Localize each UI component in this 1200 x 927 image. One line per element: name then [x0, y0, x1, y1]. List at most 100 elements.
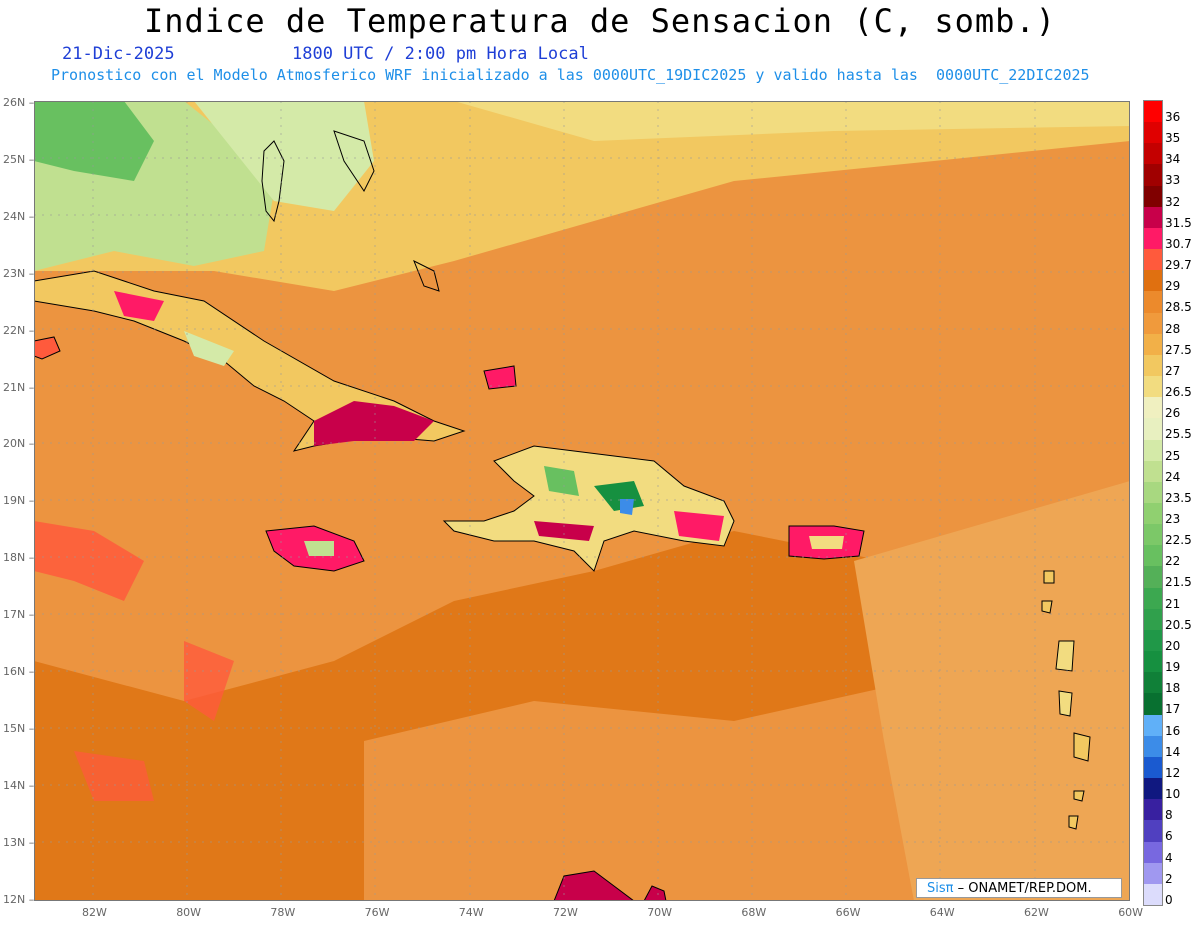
legend-label: 21 — [1165, 596, 1181, 611]
legend-swatch — [1144, 481, 1162, 504]
bahamas-andros — [261, 140, 285, 223]
legend-swatch — [1144, 397, 1162, 419]
legend-label: 25.5 — [1165, 427, 1192, 442]
bahamas-eleuthera — [333, 130, 375, 192]
bahamas-inagua — [413, 259, 440, 292]
legend-swatch — [1144, 587, 1162, 610]
legend-swatch — [1144, 883, 1162, 906]
legend-swatch — [1144, 629, 1162, 652]
legend-label: 31.5 — [1165, 215, 1192, 230]
latitude-label: 23N – — [3, 266, 35, 280]
legend-label: 22.5 — [1165, 533, 1192, 548]
hot-streak-central — [184, 641, 234, 721]
forecast-date: 21-Dic-2025 — [62, 44, 175, 64]
legend-swatch — [1144, 566, 1162, 589]
latitude-label: 22N – — [3, 323, 35, 337]
legend-swatch — [1144, 333, 1162, 356]
longitude-label: 64W — [929, 906, 955, 919]
legend-label: 2 — [1165, 871, 1173, 886]
legend-swatch — [1144, 164, 1162, 187]
cuba-cool-patch — [184, 331, 234, 366]
latitude-label: 19N – — [3, 494, 35, 508]
legend-swatch — [1144, 185, 1162, 208]
legend-swatch — [1144, 799, 1162, 821]
map-frame — [34, 101, 1130, 901]
map-area — [34, 101, 1130, 901]
paraguana-peninsula — [643, 885, 667, 901]
legend-swatch — [1144, 841, 1162, 864]
legend-label: 34 — [1165, 152, 1181, 167]
legend-swatch — [1144, 460, 1162, 483]
legend-label: 21.5 — [1165, 575, 1192, 590]
legend-swatch — [1144, 756, 1162, 779]
legend-swatch — [1144, 143, 1162, 165]
legend-label: 23 — [1165, 512, 1181, 526]
longitude-label: 70W — [647, 906, 673, 919]
credit-box: Sisπ – ONAMET/REP.DOM. — [916, 878, 1122, 898]
longitude-label: 62W — [1024, 906, 1049, 919]
cuba-hot-west — [114, 291, 164, 321]
legend-label: 20 — [1165, 638, 1181, 653]
latitude-label: 24N – — [3, 209, 35, 223]
model-info: Pronostico con el Modelo Atmosferico WRF… — [51, 66, 1090, 84]
legend-label: 29 — [1165, 279, 1181, 294]
legend-label: 6 — [1165, 829, 1173, 844]
legend-label: 20.5 — [1165, 617, 1192, 632]
hispaniola-cold-spot — [620, 499, 634, 515]
legend-swatch — [1144, 206, 1162, 229]
legend-label: 27.5 — [1165, 342, 1192, 357]
hot-streak-south — [74, 751, 154, 801]
legend-swatch — [1144, 291, 1162, 314]
legend-swatch — [1144, 862, 1162, 885]
latitude-label: 20N – — [3, 437, 35, 451]
latitude-label: 15N – — [3, 721, 35, 735]
legend-label: 4 — [1165, 850, 1173, 865]
legend-label: 29.7 — [1165, 258, 1192, 273]
legend-swatch — [1144, 122, 1162, 144]
legend-swatch — [1144, 651, 1162, 673]
legend-swatch — [1144, 418, 1162, 441]
legend-swatch — [1144, 672, 1162, 694]
graticule — [34, 101, 1130, 901]
longitude-label: 80W — [176, 906, 202, 919]
latitude-label: 25N – — [3, 152, 35, 166]
legend-swatch — [1144, 735, 1162, 758]
legend-label: 8 — [1165, 808, 1173, 823]
legend-label: 14 — [1165, 744, 1181, 759]
hispaniola-hot-south — [534, 521, 594, 541]
latitude-label: 18N – — [3, 551, 35, 565]
legend-swatch — [1144, 524, 1162, 546]
hispaniola-cool-west — [544, 466, 579, 496]
legend-label: 23.5 — [1165, 490, 1192, 505]
legend-label: 22 — [1165, 554, 1181, 569]
island-grenada — [1068, 815, 1079, 830]
cool-field-bahamas — [194, 101, 374, 211]
island-guadeloupe — [1055, 640, 1075, 672]
pale-field-top — [454, 101, 1130, 141]
hispaniola-hot-east — [674, 511, 724, 541]
legend-label: 27 — [1165, 363, 1181, 378]
legend-label: 16 — [1165, 723, 1181, 738]
latitude-label: 16N – — [3, 665, 35, 678]
legend-label: 12 — [1165, 765, 1181, 780]
legend-label: 25 — [1165, 448, 1181, 463]
legend-swatch — [1144, 439, 1162, 462]
legend-swatch — [1144, 227, 1162, 250]
island-antigua — [1041, 600, 1053, 614]
legend-label: 36 — [1165, 110, 1181, 124]
legend-label: 33 — [1165, 173, 1181, 188]
island-st-vincent — [1073, 790, 1085, 802]
legend-label: 24 — [1165, 469, 1181, 484]
sispi-logo: Sisπ — [927, 881, 954, 896]
longitude-label: 76W — [364, 906, 390, 919]
longitude-label: 66W — [835, 906, 861, 919]
yucatan-edge — [34, 336, 61, 360]
legend-swatch — [1144, 503, 1162, 525]
island-anguilla — [1043, 570, 1055, 584]
longitude-label: 78W — [270, 906, 296, 919]
legend-swatch — [1144, 249, 1162, 271]
legend-swatch — [1144, 376, 1162, 398]
legend-label: 32 — [1165, 194, 1181, 209]
forecast-time: 1800 UTC / 2:00 pm Hora Local — [292, 44, 589, 64]
legend-swatch — [1144, 270, 1162, 292]
